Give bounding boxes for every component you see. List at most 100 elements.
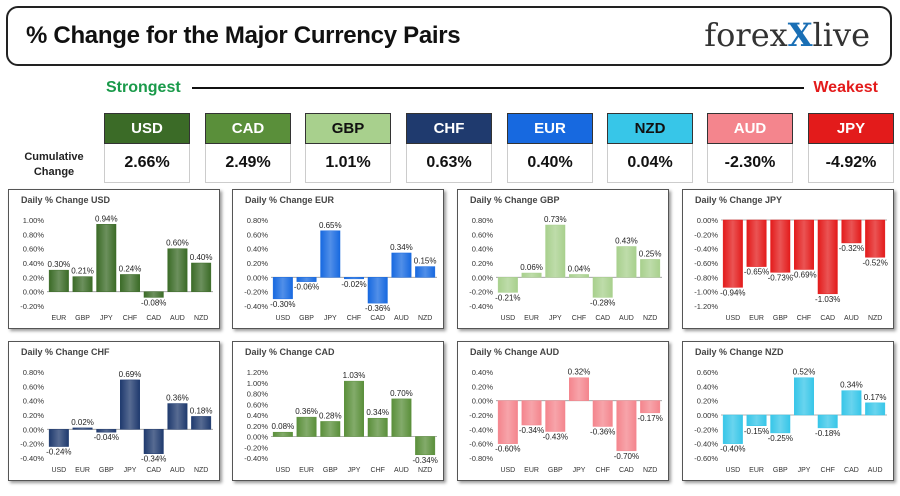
- bar-eur: [521, 272, 542, 278]
- x-tick-label: NZD: [643, 467, 657, 474]
- y-tick-label: 0.20%: [697, 397, 719, 406]
- y-tick-label: 0.20%: [247, 422, 269, 431]
- bar-jpy: [545, 224, 566, 278]
- x-tick-label: CAD: [595, 315, 610, 322]
- y-tick-label: -0.40%: [694, 440, 718, 449]
- y-tick-label: -0.20%: [694, 230, 718, 239]
- bar-aud: [167, 248, 188, 292]
- data-label: 0.32%: [568, 368, 591, 377]
- data-label: 0.73%: [544, 215, 567, 224]
- x-tick-label: EUR: [524, 467, 539, 474]
- bar-gbp: [96, 429, 117, 433]
- data-label: -0.34%: [519, 426, 544, 435]
- data-label: 0.34%: [840, 381, 863, 390]
- data-label: -0.30%: [270, 300, 295, 309]
- cumulative-value: 0.40%: [507, 144, 593, 183]
- x-tick-label: CAD: [619, 467, 634, 474]
- bar-aud: [391, 252, 412, 278]
- y-tick-label: 0.80%: [247, 390, 269, 399]
- data-label: 0.94%: [95, 214, 118, 223]
- chart-title: Daily % Change CAD: [245, 347, 335, 357]
- bar-chart: 1.00%0.80%0.60%0.40%0.20%0.00%-0.20%0.30…: [20, 214, 213, 322]
- y-tick-label: 0.00%: [23, 288, 45, 297]
- x-tick-label: AUD: [394, 467, 409, 474]
- y-tick-label: 0.80%: [23, 368, 45, 377]
- y-tick-label: 1.00%: [23, 216, 45, 225]
- x-tick-label: EUR: [75, 467, 90, 474]
- currency-box-gbp: GBP 1.01%: [305, 113, 391, 183]
- bar-usd: [48, 429, 69, 447]
- weakest-label: Weakest: [813, 79, 878, 96]
- x-tick-label: USD: [51, 467, 66, 474]
- bar-chart: 0.80%0.60%0.40%0.20%0.00%-0.20%-0.40%-0.…: [244, 216, 437, 322]
- x-tick-label: AUD: [619, 315, 634, 322]
- bar-eur: [48, 269, 69, 292]
- x-tick-label: CAD: [146, 467, 161, 474]
- chart-title: Daily % Change GBP: [470, 195, 560, 205]
- x-tick-label: JPY: [100, 315, 113, 322]
- chart-panel-cad: Daily % Change CAD 1.20% 1.00% 0.80% 0.60% 0.…: [232, 341, 444, 481]
- currency-code: GBP: [305, 113, 391, 144]
- data-label: -0.18%: [815, 429, 840, 438]
- currency-code: NZD: [607, 113, 693, 144]
- x-tick-label: JPY: [348, 467, 361, 474]
- bar-jpy: [794, 377, 814, 416]
- bar-eur: [521, 400, 542, 426]
- bar-jpy: [120, 379, 140, 430]
- cumulative-value: -4.92%: [808, 144, 894, 183]
- x-tick-label: EUR: [749, 315, 764, 322]
- x-tick-label: JPY: [549, 315, 562, 322]
- y-tick-label: -0.60%: [694, 259, 718, 268]
- x-tick-label: GBP: [99, 467, 114, 474]
- bar-chf: [794, 219, 814, 270]
- bar-eur: [746, 219, 767, 267]
- chart-title: Daily % Change CHF: [21, 347, 110, 357]
- x-tick-label: USD: [725, 315, 740, 322]
- cumulative-value: 1.01%: [305, 144, 391, 183]
- data-label: 0.28%: [319, 411, 342, 420]
- page-title: % Change for the Major Currency Pairs: [26, 22, 461, 49]
- cumulative-value: 2.49%: [205, 144, 291, 183]
- currency-box-chf: CHF 0.63%: [406, 113, 492, 183]
- y-tick-label: -0.80%: [469, 454, 493, 463]
- y-tick-label: 0.00%: [472, 273, 494, 282]
- bar-cad: [817, 219, 838, 295]
- currency-box-aud: AUD -2.30%: [707, 113, 793, 183]
- data-label: -0.24%: [46, 448, 71, 457]
- title-banner: % Change for the Major Currency Pairs fo…: [6, 6, 892, 66]
- y-tick-label: 0.60%: [697, 368, 719, 377]
- bar-cad: [143, 429, 164, 454]
- x-tick-label: CAD: [844, 467, 859, 474]
- y-tick-label: 0.20%: [247, 259, 269, 268]
- bar-gbp: [545, 400, 566, 432]
- bar-nzd: [191, 416, 212, 430]
- data-label: 0.08%: [272, 422, 295, 431]
- x-tick-label: NZD: [194, 467, 208, 474]
- y-tick-label: 0.00%: [247, 273, 269, 282]
- bar-nzd: [865, 219, 886, 258]
- data-label: -0.73%: [768, 273, 793, 282]
- data-label: -0.06%: [294, 283, 319, 292]
- data-label: 1.03%: [343, 371, 366, 380]
- chart-panel-jpy: Daily % Change JPY 0.00% -0.20% -0.40% -0.60…: [682, 189, 894, 329]
- y-tick-label: -0.60%: [469, 440, 493, 449]
- chart-panel-eur: Daily % Change EUR 0.80% 0.60% 0.40% 0.20% 0.…: [232, 189, 444, 329]
- y-tick-label: 0.00%: [23, 425, 45, 434]
- data-label: 0.36%: [166, 394, 189, 403]
- bar-aud: [167, 403, 188, 430]
- bar-cad: [592, 277, 613, 298]
- x-tick-label: CHF: [572, 315, 586, 322]
- y-tick-label: -0.40%: [469, 425, 493, 434]
- forexlive-logo: forexXlive: [704, 16, 870, 54]
- x-tick-label: CAD: [146, 315, 161, 322]
- bar-nzd: [415, 266, 436, 278]
- data-label: -0.60%: [495, 445, 520, 454]
- data-label: -0.04%: [94, 433, 119, 442]
- data-label: 0.02%: [71, 418, 94, 427]
- data-label: -0.34%: [412, 456, 437, 465]
- x-tick-label: CAD: [370, 315, 385, 322]
- x-tick-label: CAD: [820, 315, 835, 322]
- bar-nzd: [640, 259, 661, 278]
- bar-gbp: [770, 219, 791, 273]
- bar-usd: [722, 414, 743, 444]
